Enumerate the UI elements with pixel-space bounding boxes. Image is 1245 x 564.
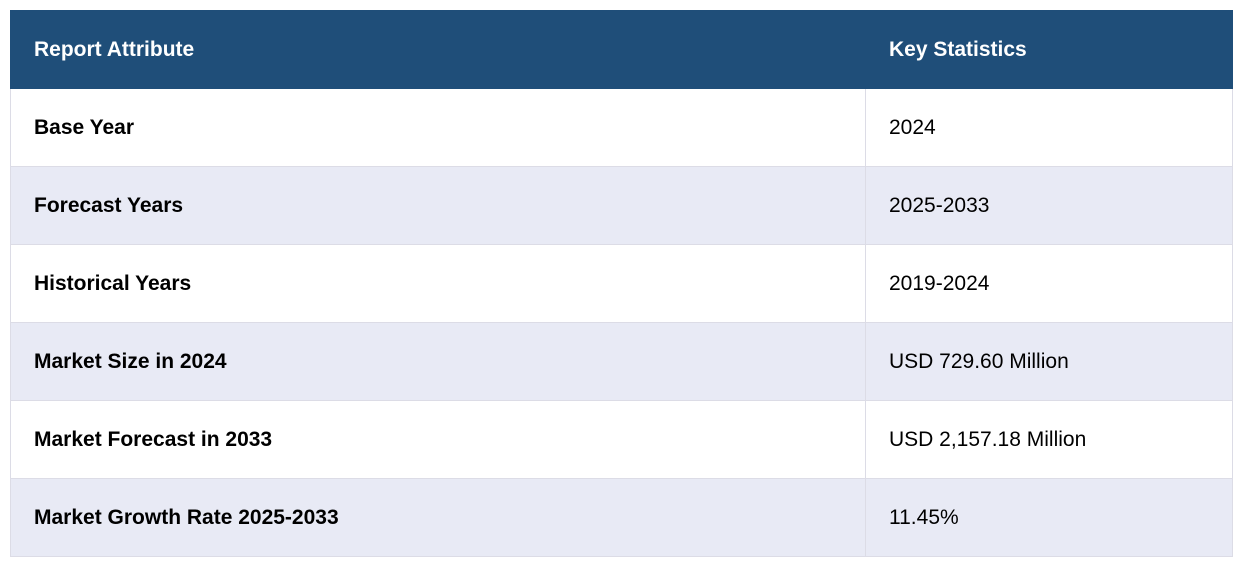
header-report-attribute: Report Attribute [10,10,866,89]
row-value: 2019-2024 [865,244,1233,323]
report-table-container: Report Attribute Key Statistics Base Yea… [10,10,1233,557]
row-value: USD 2,157.18 Million [865,400,1233,479]
row-value: 2024 [865,88,1233,167]
row-attribute: Market Forecast in 2033 [10,400,866,479]
row-attribute: Historical Years [10,244,866,323]
report-statistics-table: Report Attribute Key Statistics Base Yea… [10,10,1233,557]
row-attribute: Base Year [10,88,866,167]
row-value: USD 729.60 Million [865,322,1233,401]
table-row: Market Forecast in 2033 USD 2,157.18 Mil… [10,400,1233,479]
row-attribute: Market Size in 2024 [10,322,866,401]
row-attribute: Market Growth Rate 2025-2033 [10,478,866,557]
row-attribute: Forecast Years [10,166,866,245]
header-row: Report Attribute Key Statistics [10,10,1233,89]
table-row: Market Size in 2024 USD 729.60 Million [10,322,1233,401]
header-key-statistics: Key Statistics [865,10,1233,89]
table-header: Report Attribute Key Statistics [10,10,1233,89]
table-row: Base Year 2024 [10,88,1233,167]
table-row: Forecast Years 2025-2033 [10,166,1233,245]
row-value: 2025-2033 [865,166,1233,245]
row-value: 11.45% [865,478,1233,557]
table-body: Base Year 2024 Forecast Years 2025-2033 … [10,88,1233,557]
table-row: Market Growth Rate 2025-2033 11.45% [10,478,1233,557]
table-row: Historical Years 2019-2024 [10,244,1233,323]
